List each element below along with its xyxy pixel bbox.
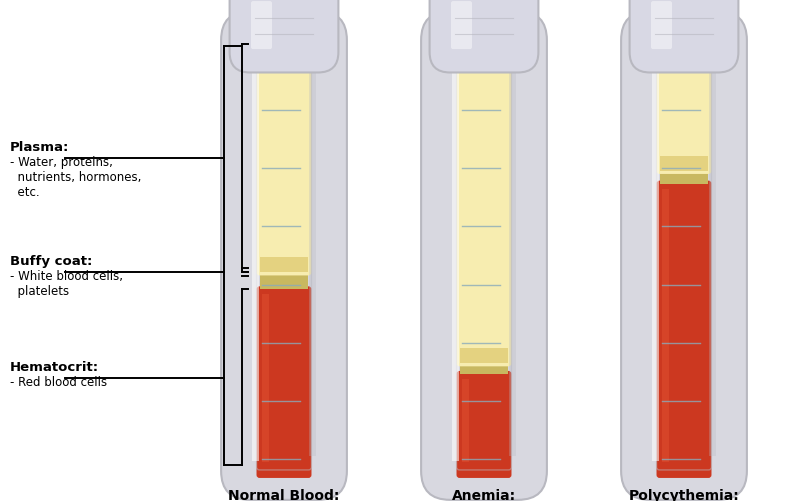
FancyBboxPatch shape	[451, 1, 472, 49]
FancyBboxPatch shape	[457, 371, 511, 478]
FancyBboxPatch shape	[657, 35, 711, 174]
FancyBboxPatch shape	[230, 0, 338, 73]
FancyBboxPatch shape	[657, 181, 711, 478]
Bar	[710, 45, 716, 456]
Bar	[259, 273, 309, 290]
FancyBboxPatch shape	[630, 0, 738, 73]
FancyBboxPatch shape	[257, 287, 311, 478]
Bar	[252, 45, 259, 461]
Bar	[459, 363, 509, 374]
FancyBboxPatch shape	[257, 35, 311, 276]
Bar	[659, 156, 709, 171]
Text: - White blood cells,
  platelets: - White blood cells, platelets	[10, 271, 123, 299]
Bar	[659, 171, 709, 184]
FancyBboxPatch shape	[651, 1, 672, 49]
Text: Hematocrit:: Hematocrit:	[10, 361, 99, 374]
Bar	[259, 258, 309, 273]
Bar	[510, 45, 516, 456]
Text: Normal Blood:: Normal Blood:	[228, 489, 340, 501]
Text: - Water, proteins,
  nutrients, hormones,
  etc.: - Water, proteins, nutrients, hormones, …	[10, 156, 142, 199]
Text: Plasma:: Plasma:	[10, 141, 70, 154]
Text: Anemia:: Anemia:	[452, 489, 516, 501]
Bar	[310, 45, 316, 456]
Bar	[452, 45, 459, 461]
FancyBboxPatch shape	[457, 35, 511, 366]
FancyBboxPatch shape	[221, 11, 347, 500]
Text: - Red blood cells: - Red blood cells	[10, 376, 107, 389]
FancyBboxPatch shape	[421, 11, 547, 500]
FancyBboxPatch shape	[621, 11, 747, 500]
Bar	[652, 45, 659, 461]
FancyBboxPatch shape	[430, 0, 538, 73]
Bar	[459, 348, 509, 363]
Bar	[262, 295, 269, 462]
Text: Polycythemia:: Polycythemia:	[629, 489, 739, 501]
FancyBboxPatch shape	[251, 1, 272, 49]
Bar	[462, 379, 469, 462]
Bar	[662, 188, 669, 462]
Text: Buffy coat:: Buffy coat:	[10, 256, 92, 269]
